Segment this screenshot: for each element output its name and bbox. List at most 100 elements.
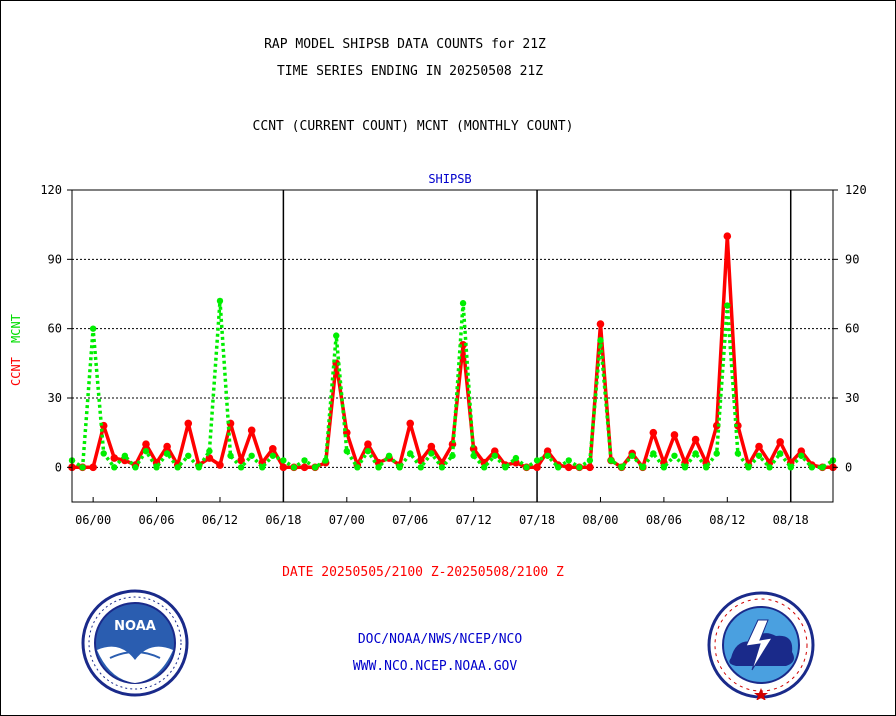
data-point-ccnt [237, 456, 245, 465]
data-point-mcnt [216, 297, 224, 305]
data-point-mcnt [89, 325, 97, 332]
y-tick-label-left: 0 [55, 460, 62, 474]
data-point-mcnt [227, 452, 234, 459]
data-point-mcnt [787, 464, 794, 471]
x-tick-label: 07/06 [392, 513, 428, 527]
y-tick-label-left: 60 [48, 322, 62, 336]
data-point-mcnt [385, 452, 393, 459]
data-point-mcnt [554, 464, 562, 471]
data-point-mcnt [237, 464, 245, 471]
nws-logo [707, 591, 815, 700]
data-point-mcnt [322, 457, 329, 464]
y-tick-label-right: 120 [845, 183, 867, 197]
data-point-mcnt [776, 450, 784, 457]
y-tick-label-left: 90 [48, 252, 62, 266]
credit-line-2: WWW.NCO.NCEP.NOAA.GOV [352, 659, 518, 674]
y-axis-label-ccnt: CCNT [9, 357, 23, 386]
data-point-mcnt [428, 450, 435, 457]
data-point-mcnt [311, 464, 319, 471]
data-point-mcnt [650, 450, 657, 457]
data-point-ccnt [269, 445, 277, 453]
data-point-mcnt [586, 457, 594, 464]
data-point-ccnt [142, 440, 150, 449]
data-point-ccnt [596, 320, 605, 328]
data-point-mcnt [745, 464, 752, 471]
data-point-mcnt [766, 464, 773, 471]
data-point-ccnt [247, 426, 256, 435]
data-point-mcnt [512, 454, 520, 462]
x-tick-label: 08/06 [646, 513, 682, 527]
credit-line-1: DOC/NOAA/NWS/NCEP/NCO [357, 632, 523, 647]
data-point-ccnt [734, 421, 742, 430]
data-point-mcnt [713, 450, 720, 457]
data-point-mcnt [618, 464, 625, 471]
data-point-ccnt [670, 431, 679, 439]
data-point-mcnt [724, 302, 731, 309]
data-point-mcnt [681, 464, 689, 471]
x-tick-label: 08/00 [582, 513, 618, 527]
data-point-mcnt [195, 464, 203, 471]
data-point-mcnt [628, 452, 636, 459]
panel-label: SHIPSB [428, 172, 472, 186]
data-point-mcnt [153, 464, 160, 471]
data-point-ccnt [89, 463, 97, 472]
data-point-mcnt [734, 450, 742, 457]
data-point-mcnt [607, 457, 615, 464]
data-point-mcnt [533, 457, 541, 464]
data-point-ccnt [300, 463, 309, 472]
data-point-mcnt [132, 464, 139, 471]
data-point-mcnt [248, 452, 255, 459]
data-point-ccnt [279, 463, 288, 472]
data-point-ccnt [216, 461, 224, 469]
data-point-mcnt [819, 464, 826, 471]
data-point-ccnt [184, 419, 193, 428]
chart-title: RAP MODEL SHIPSB DATA COUNTS for 21Z [264, 37, 546, 52]
data-point-mcnt [364, 447, 372, 455]
data-point-ccnt [406, 419, 415, 428]
data-point-mcnt [481, 464, 488, 471]
data-point-mcnt [576, 464, 583, 471]
y-tick-label-left: 30 [48, 391, 62, 405]
data-point-mcnt [174, 464, 181, 471]
data-point-mcnt [523, 464, 530, 471]
data-point-ccnt [586, 463, 594, 472]
x-tick-label: 06/00 [75, 513, 111, 527]
data-point-mcnt [121, 452, 129, 459]
x-tick-label: 08/12 [709, 513, 745, 527]
data-point-mcnt [798, 452, 805, 459]
data-point-mcnt [280, 457, 287, 464]
data-point-mcnt [597, 337, 604, 344]
data-point-ccnt [564, 463, 573, 472]
data-point-ccnt [776, 438, 784, 446]
data-point-mcnt [639, 464, 646, 471]
data-point-ccnt [427, 442, 436, 451]
data-point-ccnt [797, 447, 806, 455]
data-point-mcnt [259, 464, 266, 471]
data-point-ccnt [755, 442, 763, 451]
x-tick-label: 08/18 [773, 513, 809, 527]
data-point-ccnt [543, 447, 552, 455]
data-point-mcnt [702, 464, 710, 471]
data-point-ccnt [649, 428, 658, 437]
data-point-mcnt [544, 452, 551, 459]
data-point-mcnt [470, 452, 477, 459]
data-point-ccnt [691, 435, 700, 444]
data-point-mcnt [660, 464, 668, 471]
data-point-mcnt [502, 464, 509, 471]
data-point-mcnt [375, 464, 382, 471]
data-point-ccnt [364, 440, 372, 449]
chart-description: CCNT (CURRENT COUNT) MCNT (MONTHLY COUNT… [252, 119, 574, 134]
noaa-logo: NOAA [81, 589, 189, 697]
data-point-mcnt [808, 464, 816, 471]
data-point-mcnt [343, 447, 351, 455]
x-tick-label: 07/12 [456, 513, 492, 527]
data-point-mcnt [333, 332, 340, 339]
data-point-mcnt [79, 464, 86, 471]
noaa-logo-text: NOAA [114, 619, 156, 634]
y-tick-label-right: 60 [845, 322, 859, 336]
data-point-mcnt [459, 300, 467, 307]
data-point-mcnt [417, 464, 424, 471]
data-point-mcnt [301, 457, 308, 464]
data-point-ccnt [438, 458, 446, 467]
